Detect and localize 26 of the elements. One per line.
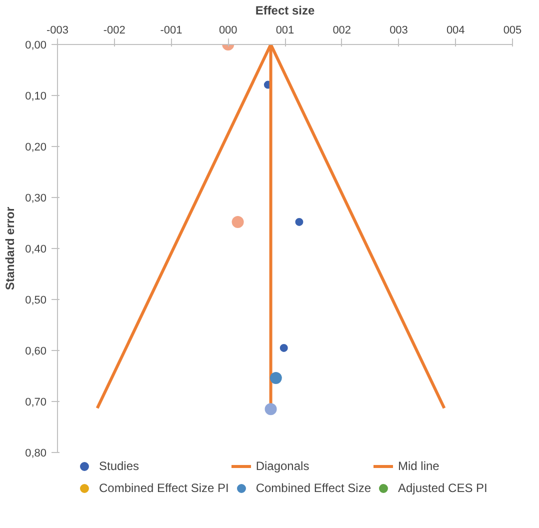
y-tick-label: 0,00 [25,40,47,52]
x-tick-label: 003 [390,24,408,36]
y-tick-label: 0,30 [25,192,47,204]
x-tick-label: -002 [103,24,126,36]
x-tick-label: -001 [160,24,182,36]
x-tick-label: 000 [218,24,238,36]
x-tick-label: 005 [503,24,522,36]
legend-label: Diagonals [256,459,310,473]
y-tick-label: 0,70 [25,396,47,408]
legend-label: Combined Effect Size PI [98,481,229,495]
legend-label: Mid line [398,459,440,473]
y-tick-label: 0,80 [25,448,47,460]
y-tick-label: 0,50 [25,294,47,306]
legend-label: Studies [98,459,140,473]
y-tick-label: 0,20 [25,142,47,154]
x-tick-label: -003 [46,24,69,36]
x-tick-label: 002 [332,24,352,36]
legend-label: Combined Effect Size [256,481,371,495]
x-tick-label: 001 [276,24,294,36]
y-tick-label: 0,60 [25,346,47,358]
legend-label: Adjusted CES PI [398,481,488,495]
y-axis-title: Standard error [3,206,18,290]
y-tick-label: 0,40 [25,244,47,256]
x-tick-label: 004 [446,24,465,36]
x-axis-title: Effect size [255,4,316,18]
y-tick-label: 0,10 [25,90,47,102]
